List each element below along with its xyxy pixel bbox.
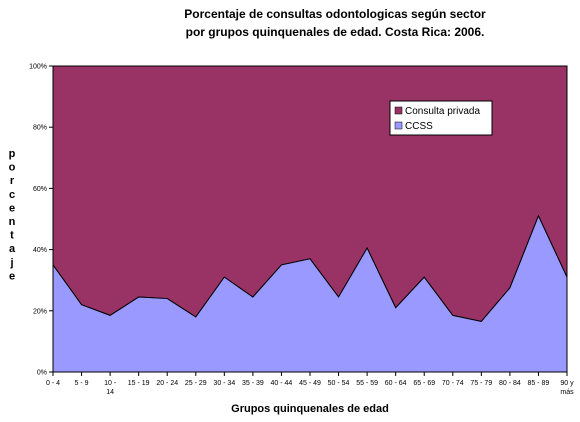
x-tick-label: 35 - 39 bbox=[242, 380, 264, 387]
x-axis-label: Grupos quinquenales de edad bbox=[231, 403, 389, 415]
x-axis-ticks: 0 - 4 5 - 9 10 -14 15 - 19 20 - 24 25 - 29 30 … bbox=[46, 372, 574, 396]
x-tick-label: 45 - 49 bbox=[299, 380, 321, 387]
y-axis-ticks: 0% 20% 40% 60% 80% 100% bbox=[29, 64, 53, 377]
y-tick-label: 80% bbox=[33, 125, 47, 132]
y-axis-label-letter: o bbox=[9, 162, 16, 174]
y-axis-label-letter: c bbox=[9, 189, 15, 201]
x-tick-label: 65 - 69 bbox=[413, 380, 435, 387]
legend-box bbox=[389, 100, 493, 136]
x-tick-label: 80 - 84 bbox=[499, 380, 521, 387]
y-axis-label-letter: e bbox=[9, 202, 15, 214]
y-axis-label-letter: t bbox=[10, 230, 14, 242]
x-tick-label: 0 - 4 bbox=[46, 380, 60, 387]
x-tick-label: 5 - 9 bbox=[75, 380, 89, 387]
chart-title-line1: Porcentaje de consultas odontologicas se… bbox=[184, 7, 486, 21]
y-axis-label-letter: e bbox=[9, 270, 15, 282]
legend-label-consulta-privada: Consulta privada bbox=[405, 106, 480, 117]
legend-swatch-ccss bbox=[394, 121, 403, 130]
y-tick-label: 20% bbox=[33, 308, 47, 315]
chart-title-line2: por grupos quinquenales de edad. Costa R… bbox=[186, 25, 485, 39]
y-tick-label: 40% bbox=[33, 247, 47, 254]
x-tick-label: 90 y más bbox=[560, 380, 574, 396]
legend: Consulta privada CCSS bbox=[389, 100, 493, 136]
y-axis-label-letter: r bbox=[10, 175, 15, 187]
x-tick-label: 25 - 29 bbox=[185, 380, 207, 387]
y-axis-label-letter: p bbox=[9, 148, 16, 160]
x-tick-label: 55 - 59 bbox=[356, 380, 378, 387]
x-tick-label: 40 - 44 bbox=[271, 380, 293, 387]
y-axis-label-letter: a bbox=[9, 243, 16, 255]
y-tick-label: 100% bbox=[29, 64, 47, 71]
y-axis-label-letter: j bbox=[9, 257, 13, 269]
x-tick-label: 60 - 64 bbox=[385, 380, 407, 387]
x-tick-label: 30 - 34 bbox=[213, 380, 235, 387]
legend-label-ccss: CCSS bbox=[405, 121, 433, 132]
y-axis-label-letter: n bbox=[9, 216, 16, 228]
x-tick-label: 20 - 24 bbox=[156, 380, 178, 387]
x-tick-label: 15 - 19 bbox=[128, 380, 150, 387]
x-tick-label: 75 - 79 bbox=[470, 380, 492, 387]
y-tick-label: 0% bbox=[37, 370, 47, 377]
area-ccss bbox=[52, 214, 568, 373]
x-tick-label: 70 - 74 bbox=[442, 380, 464, 387]
legend-swatch-consulta-privada bbox=[394, 106, 403, 115]
y-tick-label: 60% bbox=[33, 186, 47, 193]
x-tick-label: 10 -14 bbox=[104, 380, 117, 396]
x-tick-label: 50 - 54 bbox=[328, 380, 350, 387]
x-tick-label: 85 - 89 bbox=[528, 380, 550, 387]
